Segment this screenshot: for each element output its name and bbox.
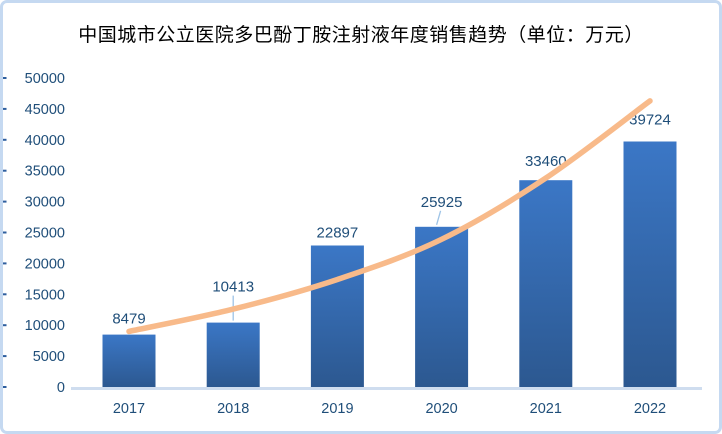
bar-data-label: 22897: [317, 225, 359, 242]
bar-2020: [415, 226, 469, 387]
chart-plot-area: 0 5000 10000 15000 20000 25000 30000 35000 40000…: [3, 71, 702, 417]
bar-2019: [310, 245, 364, 387]
y-tick-label: 0: [57, 380, 65, 396]
x-tick-label: 2017: [113, 401, 145, 417]
y-tick-mark: [3, 262, 7, 265]
y-tick-mark: [3, 77, 7, 79]
y-tick-label: 15000: [25, 287, 65, 303]
y-tick-mark: [3, 355, 7, 358]
x-tick-label: 2019: [321, 401, 353, 417]
y-tick-label: 50000: [25, 71, 65, 87]
x-tick-label: 2022: [634, 401, 666, 417]
bar-data-label: 25925: [421, 194, 463, 211]
y-tick-label: 30000: [25, 195, 65, 211]
bar-data-label: 39724: [629, 112, 671, 129]
bar-2021: [519, 180, 573, 387]
y-tick-label: 35000: [25, 164, 65, 180]
chart-title: 中国城市公立医院多巴酚丁胺注射液年度销售趋势（单位：万元）: [78, 25, 644, 46]
x-tick-label: 2021: [530, 401, 562, 417]
label-leader-line: [435, 210, 442, 225]
y-tick-mark: [3, 169, 7, 172]
y-tick-mark: [3, 386, 7, 388]
bar-data-label: 10413: [212, 279, 254, 296]
y-tick-label: 5000: [33, 349, 65, 365]
y-tick-label: 45000: [25, 102, 65, 118]
y-tick-mark: [3, 324, 7, 327]
x-tick-label: 2020: [425, 401, 457, 417]
y-tick-mark: [3, 200, 7, 203]
bar-2017: [102, 334, 156, 387]
y-tick-label: 20000: [25, 256, 65, 272]
y-tick-mark: [3, 231, 7, 234]
y-tick-mark: [3, 293, 7, 296]
trendline-path: [126, 98, 653, 335]
y-tick-mark: [3, 107, 7, 110]
x-tick-label: 2018: [217, 401, 249, 417]
y-tick-label: 10000: [25, 318, 65, 334]
bar-data-label: 33460: [525, 153, 567, 170]
y-tick-label: 40000: [25, 133, 65, 149]
bar-2018: [206, 322, 260, 387]
y-tick-label: 25000: [25, 226, 65, 242]
bar-2022: [623, 141, 677, 387]
bar-data-label: 8479: [112, 311, 145, 328]
y-tick-mark: [3, 138, 7, 141]
